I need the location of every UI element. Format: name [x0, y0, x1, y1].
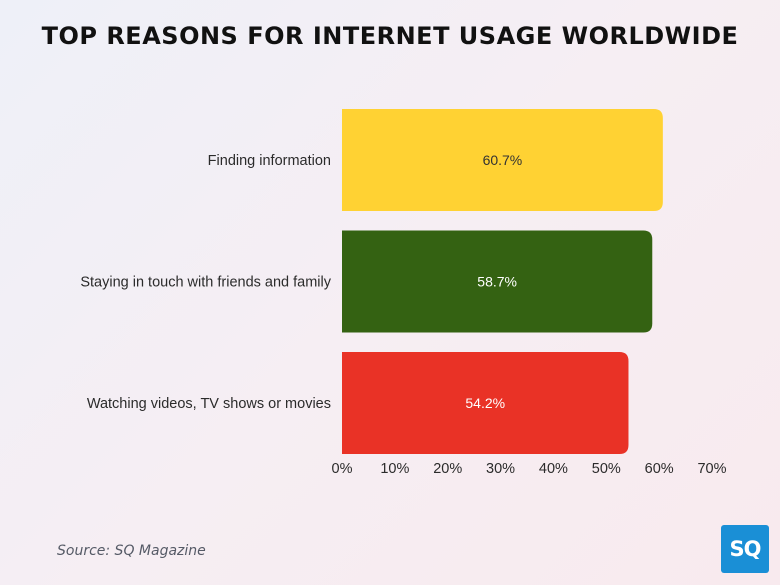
bar-1	[342, 109, 663, 211]
sq-logo: SQ	[721, 525, 769, 573]
x-tick-label: 0%	[332, 461, 353, 477]
x-tick-label: 70%	[697, 461, 726, 477]
x-tick-label: 40%	[539, 461, 568, 477]
category-label: Staying in touch with friends and family	[80, 275, 331, 291]
x-tick-label: 20%	[433, 461, 462, 477]
category-label: Watching videos, TV shows or movies	[87, 396, 331, 412]
category-label: Finding information	[208, 153, 331, 169]
x-tick-label: 60%	[645, 461, 674, 477]
bar-value-label: 60.7%	[483, 152, 523, 168]
bar-2	[342, 230, 653, 333]
x-tick-label: 30%	[486, 461, 515, 477]
source-note: Source: SQ Magazine	[57, 543, 206, 559]
x-tick-label: 50%	[592, 461, 621, 477]
x-tick-label: 10%	[380, 461, 409, 477]
bar-value-label: 58.7%	[477, 274, 517, 290]
bar-3	[342, 352, 629, 454]
bar-value-label: 54.2%	[465, 395, 505, 411]
chart-title: TOP REASONS FOR INTERNET USAGE WORLDWIDE	[41, 22, 739, 50]
